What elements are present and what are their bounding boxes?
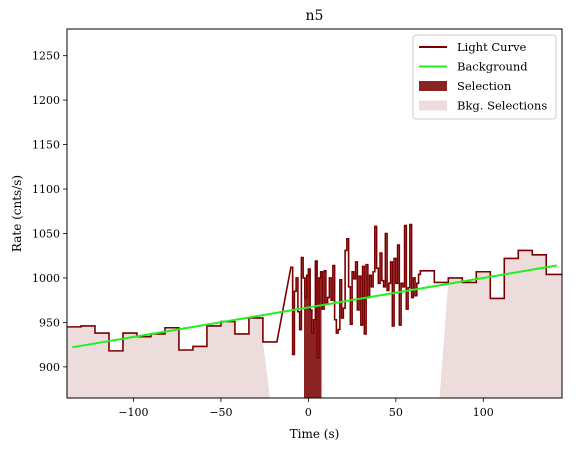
legend-swatch-patch xyxy=(419,100,447,111)
plot-frame xyxy=(66,28,563,399)
y-tick-label: 1200 xyxy=(32,94,60,107)
bkg-selection-region-1 xyxy=(67,317,270,398)
x-tick-label: 0 xyxy=(305,406,312,419)
x-axis: −100 −50 0 50 100 xyxy=(118,398,494,419)
legend: Light Curve Background Selection Bkg. Selec… xyxy=(412,34,557,120)
chart-title: n5 xyxy=(306,8,324,24)
x-tick-label: 50 xyxy=(389,406,403,419)
selection-region xyxy=(304,261,322,398)
bkg-selection-region-2 xyxy=(439,250,562,398)
selection-layer xyxy=(304,261,322,398)
bkg-selection-layer xyxy=(67,250,562,398)
background-fit-layer xyxy=(72,264,557,349)
y-tick-label: 950 xyxy=(39,316,60,329)
y-tick-label: 1100 xyxy=(32,183,60,196)
legend-label: Selection xyxy=(457,79,512,93)
legend-label: Bkg. Selections xyxy=(457,99,547,113)
y-tick-label: 1050 xyxy=(32,228,60,241)
y-tick-label: 1000 xyxy=(32,272,60,285)
y-axis-label: Rate (cnts/s) xyxy=(10,175,24,252)
x-tick-label: −50 xyxy=(209,406,232,419)
x-tick-label: −100 xyxy=(118,406,148,419)
background-fit-line xyxy=(72,264,557,349)
y-axis: 900 950 1000 1050 1100 1150 1200 1250 xyxy=(32,50,67,374)
x-axis-label: Time (s) xyxy=(290,427,340,441)
legend-label: Light Curve xyxy=(457,40,527,54)
legend-box xyxy=(412,34,557,120)
x-tick-label: 100 xyxy=(473,406,494,419)
light-curve-layer xyxy=(67,223,562,359)
y-tick-label: 900 xyxy=(39,361,60,374)
legend-swatch-patch xyxy=(419,81,447,91)
legend-label: Background xyxy=(457,60,528,74)
light-curve-line xyxy=(67,223,562,359)
y-tick-label: 1150 xyxy=(32,139,60,152)
y-tick-label: 1250 xyxy=(32,50,60,63)
